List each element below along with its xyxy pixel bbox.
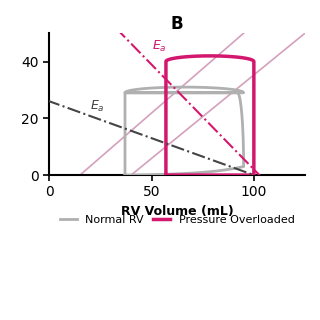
Text: $E_a$: $E_a$ bbox=[90, 99, 105, 114]
X-axis label: RV Volume (mL): RV Volume (mL) bbox=[121, 205, 234, 218]
Title: B: B bbox=[171, 15, 183, 33]
Legend: Normal RV, Pressure Overloaded: Normal RV, Pressure Overloaded bbox=[55, 210, 299, 229]
Text: $E_a$: $E_a$ bbox=[152, 39, 166, 54]
